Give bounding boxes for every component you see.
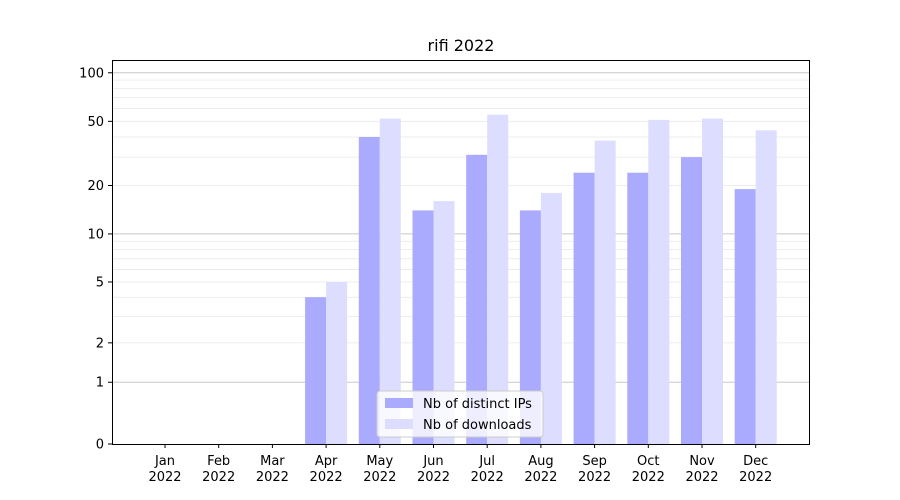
- x-tick-label: Mar 2022: [256, 454, 289, 485]
- x-tick-label: May 2022: [363, 454, 396, 485]
- legend-swatch: [385, 419, 413, 429]
- bar-downloads: [648, 119, 670, 445]
- legend-label: Nb of downloads: [423, 418, 532, 433]
- x-tick-label-line: Nov: [689, 454, 715, 469]
- legend-label: Nb of distinct IPs: [423, 397, 532, 412]
- x-tick-label-line: Jun: [422, 454, 443, 469]
- x-tick-label: Jan 2022: [148, 454, 181, 485]
- legend: Nb of distinct IPs Nb of downloads: [376, 390, 544, 438]
- bar-downloads: [326, 282, 348, 444]
- x-tick-label-line: 2022: [739, 470, 772, 485]
- bar-distinct-ips: [681, 157, 702, 444]
- y-axis: 0 1 2 5 10 20 50 100: [79, 66, 112, 453]
- x-tick-label: Apr 2022: [310, 454, 343, 485]
- bar-downloads: [755, 130, 777, 445]
- bar-distinct-ips: [519, 210, 541, 444]
- x-tick-label-line: Jan: [154, 454, 175, 469]
- bar-distinct-ips: [573, 172, 595, 444]
- legend-swatch: [385, 398, 413, 408]
- bar-downloads: [702, 118, 723, 444]
- x-tick-label-line: Feb: [207, 454, 230, 469]
- y-tick-label: 100: [79, 66, 104, 81]
- x-tick-label-line: 2022: [417, 470, 450, 485]
- x-tick-label: Feb 2022: [202, 454, 235, 485]
- bar-distinct-ips: [466, 154, 488, 445]
- x-tick-label-line: Jul: [478, 454, 495, 469]
- x-tick-label-line: Aug: [528, 454, 553, 469]
- x-tick-label-line: 2022: [363, 470, 396, 485]
- x-tick-label: Aug 2022: [524, 454, 557, 485]
- bar-downloads: [433, 201, 455, 444]
- y-tick-label: 2: [96, 336, 104, 351]
- bar-distinct-ips: [627, 172, 649, 444]
- x-tick-label-line: Apr: [315, 454, 338, 469]
- x-tick-label-line: Sep: [582, 454, 607, 469]
- bar-distinct-ips: [734, 189, 756, 444]
- x-tick-label-line: Dec: [743, 454, 768, 469]
- x-tick-label-line: Oct: [637, 454, 659, 469]
- x-tick-label-line: 2022: [632, 470, 665, 485]
- x-tick-label-line: May: [366, 454, 393, 469]
- bar-distinct-ips: [412, 210, 434, 444]
- x-tick-label-line: 2022: [310, 470, 343, 485]
- x-tick-label: Jun 2022: [417, 454, 450, 485]
- x-tick-label: Dec 2022: [739, 454, 772, 485]
- x-tick-label-line: 2022: [524, 470, 557, 485]
- bars: [305, 114, 777, 445]
- bar-distinct-ips: [358, 137, 380, 444]
- chart-title: rifi 2022: [428, 36, 495, 55]
- x-tick-label-line: 2022: [578, 470, 611, 485]
- y-tick-label: 1: [96, 376, 104, 391]
- bar-downloads: [540, 192, 562, 444]
- y-tick-label: 10: [87, 227, 104, 242]
- x-tick-label-line: 2022: [256, 470, 289, 485]
- x-tick-label-line: 2022: [148, 470, 181, 485]
- plot-frame: [112, 60, 810, 445]
- x-tick-label: Jul 2022: [471, 454, 504, 485]
- x-tick-label: Sep 2022: [578, 454, 611, 485]
- bar-distinct-ips: [305, 297, 327, 444]
- bar-downloads: [487, 114, 509, 444]
- minor-gridlines: [112, 79, 809, 344]
- x-tick-label-line: 2022: [471, 470, 504, 485]
- x-tick-label-line: 2022: [202, 470, 235, 485]
- x-tick-label: Oct 2022: [632, 454, 665, 485]
- legend-box: [376, 390, 544, 438]
- x-tick-label: Nov 2022: [685, 454, 718, 485]
- y-tick-label: 5: [96, 275, 104, 290]
- y-tick-label: 50: [87, 115, 104, 130]
- y-tick-label: 20: [87, 179, 104, 194]
- bar-downloads: [594, 140, 616, 444]
- x-tick-label-line: 2022: [685, 470, 718, 485]
- x-tick-label-line: Mar: [260, 454, 285, 469]
- y-tick-label: 0: [96, 438, 104, 453]
- bar-downloads: [379, 118, 401, 444]
